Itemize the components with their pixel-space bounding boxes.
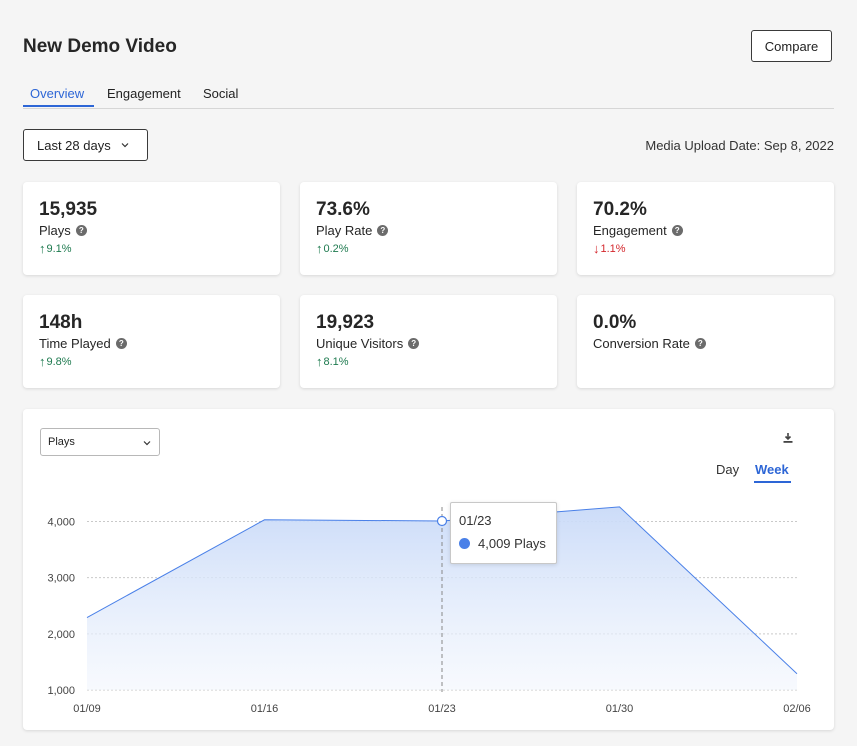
stat-card-conversion-rate: 0.0% Conversion Rate?	[577, 295, 834, 388]
granularity-active-indicator	[754, 481, 791, 483]
stat-value: 0.0%	[593, 312, 637, 333]
stat-delta-value: 8.1%	[323, 355, 349, 368]
help-icon[interactable]: ?	[408, 338, 420, 349]
stat-label: Unique Visitors?	[316, 336, 541, 351]
x-tick-label: 01/23	[428, 703, 456, 715]
tab-overview[interactable]: Overview	[30, 86, 85, 101]
arrow-down-icon: ↓	[593, 241, 600, 256]
date-range-label: Last 28 days	[37, 137, 111, 153]
series-dot-icon	[459, 538, 470, 549]
help-icon[interactable]: ?	[671, 225, 683, 236]
arrow-up-icon: ↑	[39, 354, 46, 369]
y-tick-label: 1,000	[47, 685, 75, 697]
stat-label-text: Play Rate	[316, 223, 373, 238]
help-icon[interactable]: ?	[694, 338, 706, 349]
stat-card-play-rate: 73.6% Play Rate? ↑ 0.2%	[300, 182, 557, 275]
help-icon[interactable]: ?	[377, 225, 389, 236]
tab-engagement[interactable]: Engagement	[107, 86, 181, 101]
media-upload-date: Media Upload Date: Sep 8, 2022	[645, 138, 834, 153]
stat-delta: ↓ 1.1%	[593, 241, 818, 256]
arrow-up-icon: ↑	[316, 354, 323, 369]
tooltip-value: 4,009 Plays	[478, 536, 546, 551]
y-tick-label: 4,000	[47, 516, 75, 528]
highlighted-point[interactable]	[436, 515, 448, 527]
stat-label-text: Plays	[39, 223, 71, 238]
stat-delta: ↑ 9.8%	[39, 354, 264, 369]
stat-delta-value: 0.2%	[323, 242, 349, 255]
tooltip-date: 01/23	[459, 513, 492, 528]
stat-value: 148h	[39, 312, 83, 333]
x-tick-label: 02/06	[783, 703, 811, 715]
stat-label-text: Unique Visitors	[316, 336, 404, 351]
stat-value: 19,923	[316, 312, 375, 333]
stat-label-text: Conversion Rate	[593, 336, 690, 351]
stat-value: 70.2%	[593, 199, 647, 220]
stat-label: Play Rate?	[316, 223, 541, 238]
stat-delta-value: 9.1%	[46, 242, 72, 255]
arrow-up-icon: ↑	[316, 241, 323, 256]
stat-card-engagement: 70.2% Engagement? ↓ 1.1%	[577, 182, 834, 275]
x-tick-label: 01/16	[251, 703, 279, 715]
metric-select-value: Plays	[48, 436, 75, 448]
metric-select[interactable]: Plays	[40, 428, 160, 456]
arrow-up-icon: ↑	[39, 241, 46, 256]
x-tick-label: 01/09	[73, 703, 101, 715]
granularity-week-toggle[interactable]: Week	[755, 462, 789, 477]
help-icon[interactable]: ?	[115, 338, 127, 349]
y-tick-label: 3,000	[47, 573, 75, 585]
plays-area-chart: 1,000 2,000 3,000 4,000 01/09 01/16 01/23 01/30…	[47, 506, 811, 715]
stat-value: 73.6%	[316, 199, 370, 220]
tab-bar: Overview Engagement Social	[23, 84, 834, 109]
stat-delta: ↑ 9.1%	[39, 241, 264, 256]
download-icon[interactable]	[782, 432, 794, 444]
compare-button[interactable]: Compare	[751, 30, 832, 62]
stat-card-time-played: 148h Time Played? ↑ 9.8%	[23, 295, 280, 388]
y-tick-label: 2,000	[47, 629, 75, 641]
stat-label: Time Played?	[39, 336, 264, 351]
tooltip-row: 4,009 Plays	[459, 536, 548, 551]
stat-label: Plays?	[39, 223, 264, 238]
date-range-dropdown[interactable]: Last 28 days	[23, 129, 148, 161]
stat-delta: ↑ 8.1%	[316, 354, 541, 369]
stat-card-plays: 15,935 Plays? ↑ 9.1%	[23, 182, 280, 275]
page-title: New Demo Video	[23, 36, 177, 57]
tab-social[interactable]: Social	[203, 86, 239, 101]
stat-value: 15,935	[39, 199, 98, 220]
stat-delta: ↑ 0.2%	[316, 241, 541, 256]
help-icon[interactable]: ?	[75, 225, 87, 236]
stat-label-text: Time Played	[39, 336, 111, 351]
stat-label: Engagement?	[593, 223, 818, 238]
granularity-day-toggle[interactable]: Day	[716, 462, 740, 477]
stat-label: Conversion Rate?	[593, 336, 818, 351]
stat-label-text: Engagement	[593, 223, 667, 238]
stat-card-unique-visitors: 19,923 Unique Visitors? ↑ 8.1%	[300, 295, 557, 388]
chart-tooltip: 01/23 4,009 Plays	[450, 502, 557, 564]
plays-chart-panel: Plays Day Week 1,000 2,000 3,000 4,000 01/09…	[23, 409, 834, 730]
x-tick-label: 01/30	[606, 703, 634, 715]
stat-delta-value: 1.1%	[600, 242, 626, 255]
chevron-down-icon	[143, 441, 151, 446]
stat-delta-value: 9.8%	[46, 355, 72, 368]
active-tab-indicator	[23, 105, 94, 107]
chevron-down-icon	[121, 143, 129, 148]
